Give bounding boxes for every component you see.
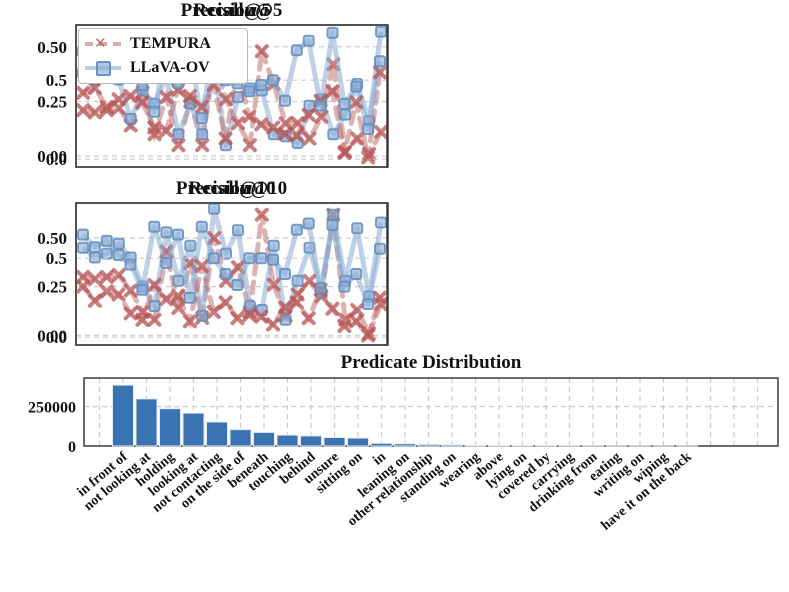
legend: ✕ TEMPURA LLaVA-OV [78, 28, 248, 84]
chart-title-recall-at-5: Recall@5 [193, 0, 271, 21]
svg-text:0.50: 0.50 [37, 38, 67, 57]
svg-text:0.0: 0.0 [46, 150, 67, 169]
svg-text:0.00: 0.00 [37, 147, 67, 166]
chart-precision-at-5: Precision@5 0.0 0.5 [0, 0, 399, 174]
legend-item-llava-ov: LLaVA-OV [85, 56, 241, 80]
chart-title-recall-at-10: Recall@10 [188, 178, 276, 199]
svg-text:0.5: 0.5 [46, 71, 67, 90]
chart-title-precision-at-5: Precision@5 [180, 0, 283, 21]
svg-text:0: 0 [68, 439, 76, 456]
llava-square-marker-icon [85, 60, 121, 76]
svg-text:250000: 250000 [28, 400, 76, 417]
chart-predicate-distribution: Predicate Distribution 0 250000 in front o… [0, 352, 789, 592]
legend-label-tempura: TEMPURA [130, 35, 211, 52]
svg-text:0.50: 0.50 [37, 229, 67, 248]
svg-text:0.5: 0.5 [46, 249, 67, 268]
chart-precision-at-10: Precision@10 0.0 0.5 [0, 178, 399, 352]
svg-text:0.00: 0.00 [37, 326, 67, 345]
chart-title-precision-at-10: Precision@10 [175, 178, 288, 199]
svg-text:0.0: 0.0 [46, 328, 67, 347]
precision-at-10-plot: 0.0 0.5 [46, 202, 388, 347]
svg-text:0.25: 0.25 [37, 278, 67, 297]
legend-label-llava-ov: LLaVA-OV [130, 59, 210, 76]
tempura-x-marker-icon: ✕ [85, 34, 121, 52]
chart-title-predicate-distribution: Predicate Distribution [340, 352, 522, 373]
legend-item-tempura: ✕ TEMPURA [85, 32, 241, 56]
svg-text:0.25: 0.25 [37, 93, 67, 112]
